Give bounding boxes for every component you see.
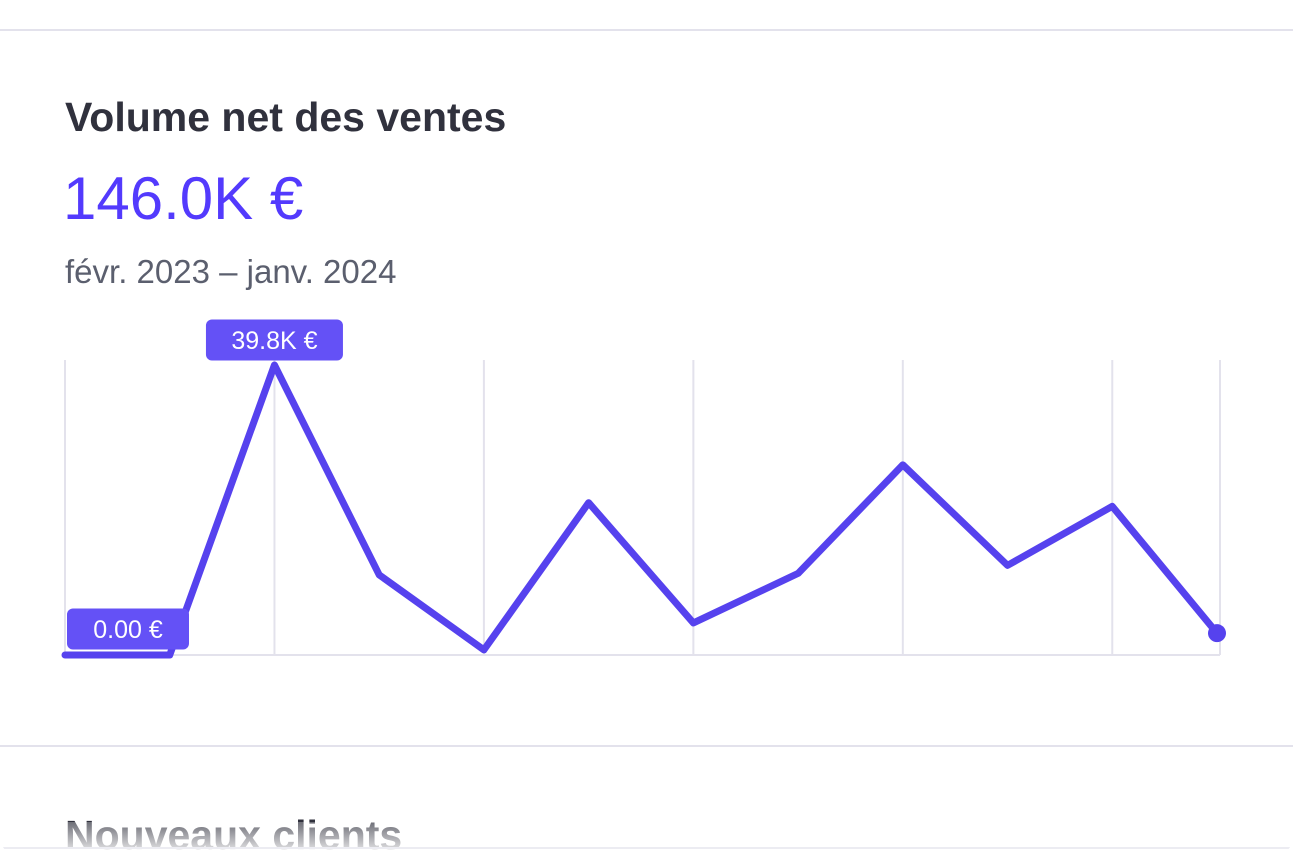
section-divider [0,745,1293,747]
value-label-bg [67,608,189,650]
value-label: 0.00 € [93,616,163,644]
value-label-bg [205,319,343,361]
bottom-edge [0,847,1293,849]
top-divider [0,29,1293,31]
date-range: févr. 2023 – janv. 2024 [65,253,397,290]
value-label: 39.8K € [231,327,317,355]
scroll-fade [0,822,1293,858]
end-point [1208,624,1226,643]
chart-title: Volume net des ventes [65,94,507,140]
total-value: 146.0K € [63,165,304,232]
line [61,361,1221,659]
chart: 0.00 € 39.8K € [61,319,1226,659]
